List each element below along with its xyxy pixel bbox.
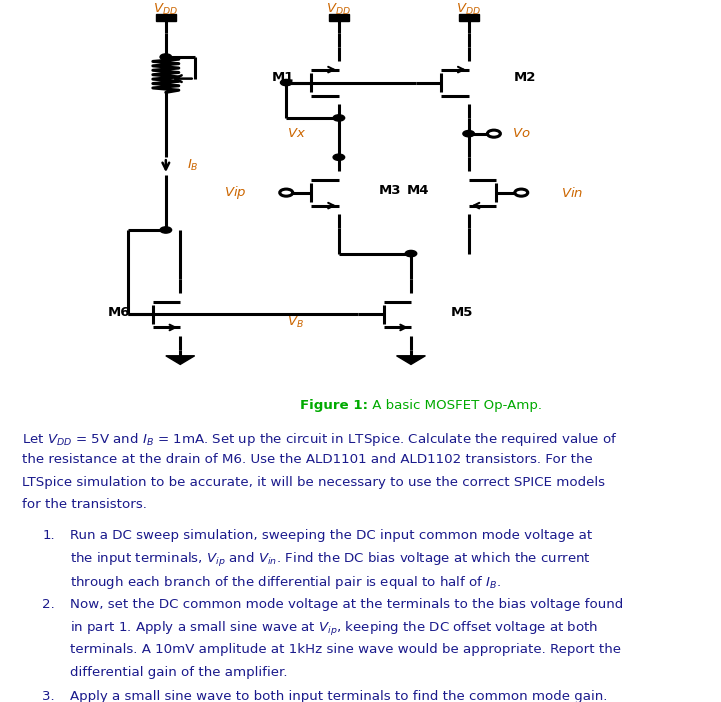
Circle shape <box>487 130 500 137</box>
Circle shape <box>280 189 293 196</box>
Text: in part 1. Apply a small sine wave at $V_{ip}$, keeping the DC offset voltage at: in part 1. Apply a small sine wave at $V… <box>70 621 598 638</box>
Text: 2.: 2. <box>43 598 56 611</box>
Text: LTSpice simulation to be accurate, it will be necessary to use the correct SPICE: LTSpice simulation to be accurate, it wi… <box>22 476 605 489</box>
Text: through each branch of the differential pair is equal to half of $I_B$.: through each branch of the differential … <box>70 574 501 591</box>
Text: $\mathit{Vx}$: $\mathit{Vx}$ <box>288 127 306 140</box>
Circle shape <box>333 154 345 160</box>
Text: the input terminals, $V_{ip}$ and $V_{in}$. Find the DC bias voltage at which th: the input terminals, $V_{ip}$ and $V_{in… <box>70 551 591 569</box>
Text: $\mathit{V_{DD}}$: $\mathit{V_{DD}}$ <box>327 1 351 17</box>
Circle shape <box>515 189 528 196</box>
Text: M2: M2 <box>513 72 536 84</box>
Circle shape <box>333 115 345 121</box>
Text: $\mathit{V_B}$: $\mathit{V_B}$ <box>287 314 304 330</box>
Text: M3: M3 <box>379 184 401 197</box>
Text: A basic MOSFET Op-Amp.: A basic MOSFET Op-Amp. <box>368 399 542 412</box>
Text: $\mathit{I_B}$: $\mathit{I_B}$ <box>187 157 199 173</box>
Text: $\mathit{V_{DD}}$: $\mathit{V_{DD}}$ <box>154 1 178 17</box>
Bar <box>156 14 176 21</box>
Text: Apply a small sine wave to both input terminals to find the common mode gain.: Apply a small sine wave to both input te… <box>70 689 608 702</box>
Text: $\mathit{Vo}$: $\mathit{Vo}$ <box>512 127 531 140</box>
Text: 3.: 3. <box>43 689 55 702</box>
Text: M6: M6 <box>107 306 131 319</box>
Bar <box>459 14 479 21</box>
Circle shape <box>160 227 172 233</box>
Text: M5: M5 <box>451 306 473 319</box>
Text: M4: M4 <box>407 184 429 197</box>
Text: M1: M1 <box>272 72 294 84</box>
Bar <box>329 14 349 21</box>
Polygon shape <box>166 356 195 364</box>
Text: $\mathit{V_{DD}}$: $\mathit{V_{DD}}$ <box>456 1 481 17</box>
Text: Let $V_{DD}$ = 5V and $I_B$ = 1mA. Set up the circuit in LTSpice. Calculate the : Let $V_{DD}$ = 5V and $I_B$ = 1mA. Set u… <box>22 431 617 448</box>
Circle shape <box>463 131 474 137</box>
Text: Run a DC sweep simulation, sweeping the DC input common mode voltage at: Run a DC sweep simulation, sweeping the … <box>70 529 593 542</box>
Text: terminals. A 10mV amplitude at 1kHz sine wave would be appropriate. Report the: terminals. A 10mV amplitude at 1kHz sine… <box>70 643 621 656</box>
Text: $\mathit{Vip}$: $\mathit{Vip}$ <box>224 184 247 201</box>
Text: $\mathit{Vin}$: $\mathit{Vin}$ <box>561 185 583 199</box>
Text: the resistance at the drain of M6. Use the ALD1101 and ALD1102 transistors. For : the resistance at the drain of M6. Use t… <box>22 453 593 466</box>
Circle shape <box>280 79 292 86</box>
Text: Figure 1:: Figure 1: <box>300 399 368 412</box>
Circle shape <box>405 251 417 257</box>
Polygon shape <box>397 356 425 364</box>
Text: 1.: 1. <box>43 529 55 542</box>
Text: Now, set the DC common mode voltage at the terminals to the bias voltage found: Now, set the DC common mode voltage at t… <box>70 598 624 611</box>
Text: differential gain of the amplifier.: differential gain of the amplifier. <box>70 665 288 679</box>
Circle shape <box>160 54 172 60</box>
Text: for the transistors.: for the transistors. <box>22 498 146 512</box>
